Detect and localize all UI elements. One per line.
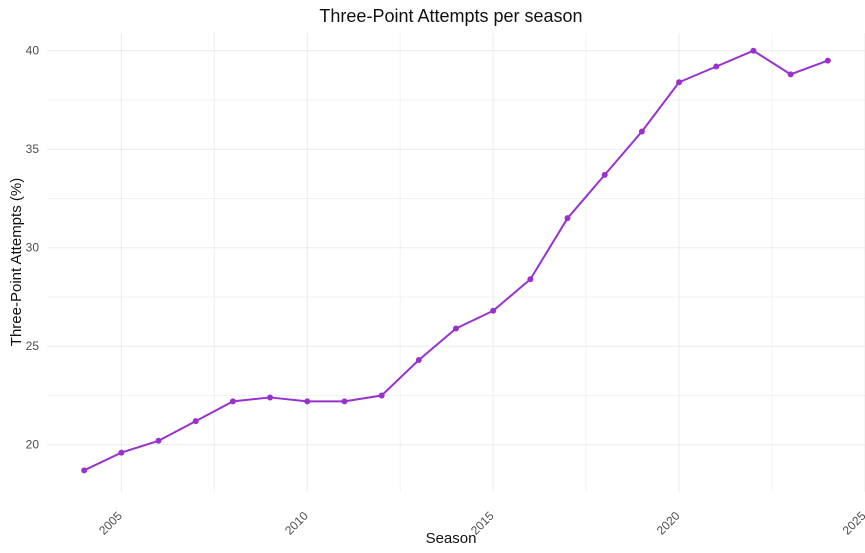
chart-title: Three-Point Attempts per season xyxy=(319,6,582,26)
data-point xyxy=(750,47,757,54)
series xyxy=(83,49,829,472)
data-point xyxy=(267,394,274,401)
data-point xyxy=(824,57,831,64)
data-points xyxy=(81,47,831,474)
plot-area xyxy=(47,33,865,492)
x-axis-ticks: 2005 2010 2015 2020 2025 xyxy=(96,509,865,538)
x-tick-label: 2020 xyxy=(654,509,683,538)
data-point xyxy=(638,128,645,135)
series-line xyxy=(83,49,829,472)
data-point xyxy=(155,437,162,444)
data-point xyxy=(713,63,720,70)
data-point xyxy=(415,357,422,364)
y-axis-ticks: 20 25 30 35 40 xyxy=(26,44,40,452)
data-point xyxy=(564,215,571,222)
y-tick-label: 30 xyxy=(26,241,40,255)
data-point xyxy=(527,276,534,283)
y-tick-label: 35 xyxy=(26,142,40,156)
y-axis-title: Three-Point Attempts (%) xyxy=(8,178,25,346)
data-point xyxy=(601,171,608,178)
data-point xyxy=(304,398,311,405)
data-point xyxy=(453,325,459,332)
y-tick-label: 40 xyxy=(26,44,40,58)
data-point xyxy=(81,467,88,474)
data-point xyxy=(229,398,236,405)
x-axis-title: Season xyxy=(426,530,477,547)
x-tick-label: 2005 xyxy=(96,509,125,538)
y-tick-label: 25 xyxy=(26,339,40,353)
data-point xyxy=(490,307,497,314)
data-point xyxy=(118,449,125,456)
data-point xyxy=(192,418,199,425)
data-point xyxy=(676,79,683,86)
grid xyxy=(47,33,865,492)
data-point xyxy=(787,71,794,78)
x-tick-label: 2010 xyxy=(282,509,311,538)
y-tick-label: 20 xyxy=(26,438,40,452)
x-tick-label: 2025 xyxy=(840,509,865,538)
data-point xyxy=(341,398,348,405)
data-point xyxy=(378,392,385,399)
